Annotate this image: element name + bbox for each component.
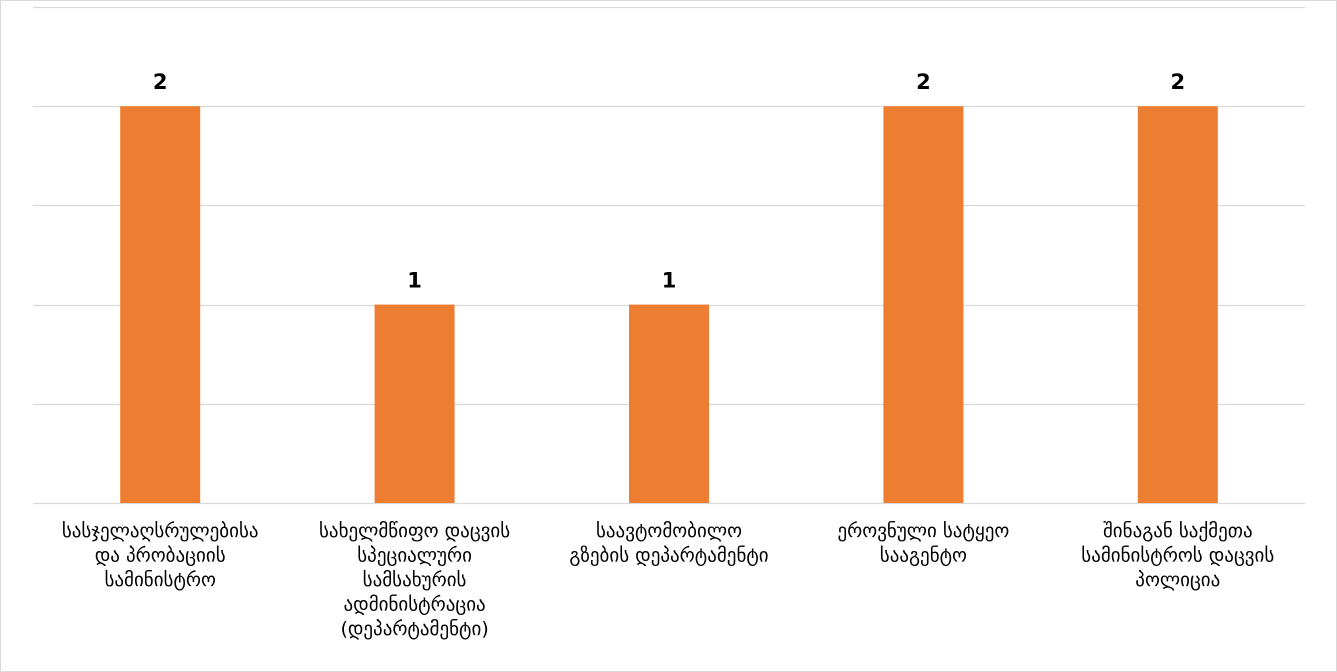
category-label-line: სამინისტრო [104,569,216,591]
bar-4 [1137,106,1218,503]
bar-1 [374,304,455,503]
category-label-line: (დეპარტამენტი) [340,618,488,640]
category-label-line: სახელმწიფო დაცვის [319,520,510,542]
category-label-line: სამსახურის [363,569,467,591]
category-label-1: სახელმწიფო დაცვის სპეციალური სამსახურის ადმ… [319,520,510,640]
category-label-3: ეროვნული სატყეო სააგენტო [837,520,1009,567]
data-label-0: 2 [153,70,168,94]
category-label-line: და პრობაციის [95,545,226,567]
gridlines [33,6,1305,505]
category-label-line: სამინისტროს დაცვის [1081,545,1274,567]
data-label-2: 1 [662,269,677,293]
data-label-3: 2 [916,70,931,94]
category-label-line: პოლიცია [1135,569,1220,591]
category-label-line: საავტომობილო [596,520,742,542]
category-label-line: ეროვნული სატყეო [837,520,1009,542]
category-label-line: შინაგან საქმეთა [1103,520,1253,542]
category-label-0: სასჯელაღსრულებისა და პრობაციის სამინისტრო [62,520,259,591]
category-label-line: ადმინისტრაცია [344,594,486,616]
category-label-4: შინაგან საქმეთა სამინისტროს დაცვის პოლიცია [1081,520,1274,591]
bar-3 [883,106,964,503]
bar-2 [629,304,709,503]
category-label-line: სააგენტო [880,545,967,567]
data-label-4: 2 [1170,70,1185,94]
bar-0 [120,106,201,503]
category-label-2: საავტომობილო გზების დეპარტამენტი [569,520,768,567]
category-label-line: გზების დეპარტამენტი [569,545,768,567]
data-label-1: 1 [407,269,422,293]
category-label-line: სპეციალური [357,545,472,567]
category-label-line: სასჯელაღსრულებისა [62,520,259,542]
